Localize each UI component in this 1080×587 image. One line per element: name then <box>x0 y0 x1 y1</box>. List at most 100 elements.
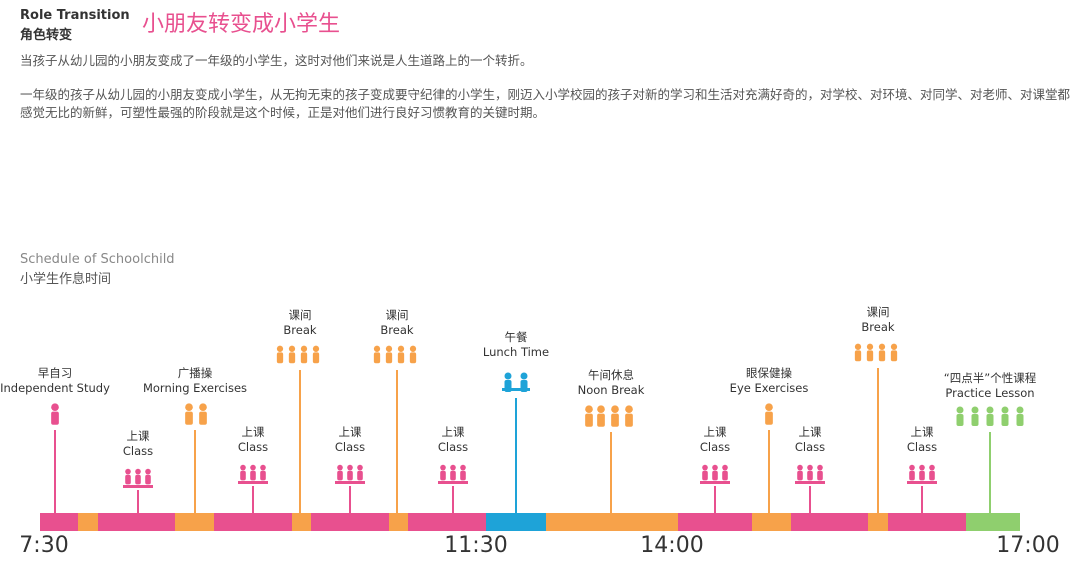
schedule-title-zh: 小学生作息时间 <box>20 272 112 287</box>
icon <box>956 406 964 414</box>
icon <box>51 411 59 425</box>
icon <box>145 468 151 475</box>
icon <box>504 372 512 380</box>
time-segment <box>175 513 214 531</box>
icon <box>797 464 803 471</box>
icon <box>145 474 151 485</box>
icon <box>240 470 246 481</box>
icon <box>260 464 266 471</box>
icon <box>357 470 363 481</box>
icon <box>347 464 353 471</box>
icon <box>502 388 530 391</box>
icon <box>397 345 405 352</box>
event-label-zh: 午间休息 <box>588 368 634 382</box>
icon <box>854 343 862 350</box>
icon <box>919 470 925 481</box>
title-zh: 角色转变 <box>20 28 73 43</box>
icon <box>817 470 823 481</box>
icon <box>878 350 886 362</box>
time-label: 7:30 <box>19 533 68 558</box>
event-label-en: Noon Break <box>578 383 645 397</box>
icon <box>357 464 363 471</box>
icon <box>337 464 343 471</box>
event-label-zh: 早自习 <box>38 366 73 380</box>
event-label-en: Independent Study <box>0 381 110 395</box>
icon <box>438 481 468 484</box>
icon <box>373 352 381 364</box>
event-label-zh: “四点半”个性课程 <box>944 371 1037 385</box>
event-label-en: Class <box>907 440 937 454</box>
icon <box>971 406 979 414</box>
icon <box>797 470 803 481</box>
time-segment <box>98 513 175 531</box>
headline: 小朋友转变成小学生 <box>142 12 341 37</box>
icon <box>986 406 994 414</box>
icon <box>929 464 935 471</box>
event-label-zh: 上课 <box>127 429 150 443</box>
event-label-zh: 课间 <box>289 308 312 322</box>
title-en: Role Transition <box>20 8 130 23</box>
icon <box>260 470 266 481</box>
icon <box>199 411 207 425</box>
event-label-zh: 广播操 <box>178 366 213 380</box>
icon <box>890 343 898 350</box>
time-label: 11:30 <box>444 533 507 558</box>
icon <box>125 474 131 485</box>
icon <box>907 481 937 484</box>
time-segment <box>966 513 1020 531</box>
time-segment <box>78 513 98 531</box>
event-label-en: Break <box>283 323 316 337</box>
event-label-en: Class <box>335 440 365 454</box>
icon <box>597 405 605 414</box>
event-label-en: Break <box>380 323 413 337</box>
icon <box>702 464 708 471</box>
time-segment <box>292 513 311 531</box>
icon <box>276 352 284 364</box>
time-label: 14:00 <box>640 533 703 558</box>
icon <box>373 345 381 352</box>
time-segment <box>791 513 868 531</box>
icon <box>135 468 141 475</box>
time-segment <box>546 513 678 531</box>
event-label-zh: 上课 <box>242 425 265 439</box>
event-label-zh: 眼保健操 <box>746 366 792 380</box>
icon <box>625 413 633 427</box>
icon <box>1001 406 1009 414</box>
icon <box>971 414 979 426</box>
icon <box>385 345 393 352</box>
event-label-zh: 午餐 <box>505 330 528 344</box>
icon <box>1016 414 1024 426</box>
paragraph: 一年级的孩子从幼儿园的小朋友变成小学生，从无拘无束的孩子变成要守纪律的小学生，刚… <box>20 87 1071 120</box>
time-segment <box>486 513 546 531</box>
icon <box>878 343 886 350</box>
event-label-zh: 课间 <box>386 308 409 322</box>
event-label-en: Class <box>795 440 825 454</box>
time-segment <box>40 513 78 531</box>
schedule-title-en: Schedule of Schoolchild <box>20 252 175 267</box>
icon <box>288 352 296 364</box>
icon <box>347 470 353 481</box>
icon <box>450 470 456 481</box>
event-label-zh: 上课 <box>442 425 465 439</box>
icon <box>866 343 874 350</box>
icon <box>611 405 619 414</box>
icon <box>199 403 207 412</box>
time-segment <box>311 513 389 531</box>
icon <box>712 470 718 481</box>
icon <box>238 481 268 484</box>
time-label: 17:00 <box>996 533 1059 558</box>
icon <box>919 464 925 471</box>
time-segment <box>389 513 408 531</box>
event-label-en: Class <box>238 440 268 454</box>
icon <box>712 464 718 471</box>
icon <box>520 372 528 380</box>
icon <box>385 352 393 364</box>
icon <box>397 352 405 364</box>
icon <box>597 413 605 427</box>
icon <box>702 470 708 481</box>
icon <box>123 485 153 488</box>
event-label-en: Break <box>861 320 894 334</box>
icon <box>300 352 308 364</box>
icon <box>625 405 633 414</box>
